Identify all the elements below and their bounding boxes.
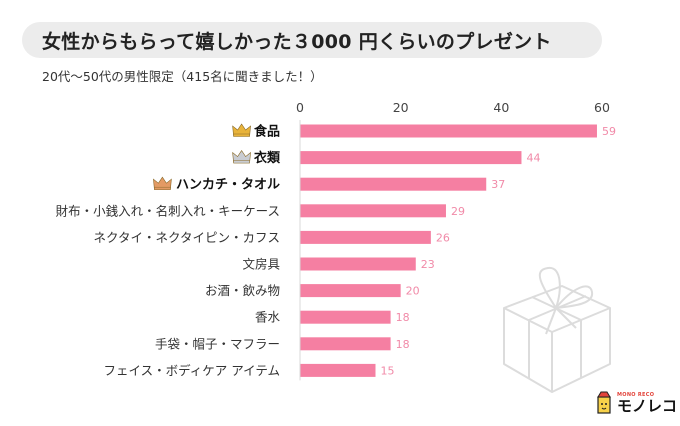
value-label: 18 [396, 338, 410, 351]
category-label: お酒・飲み物 [205, 283, 280, 298]
x-tick-label: 0 [296, 100, 304, 115]
category-label: 文房具 [242, 257, 280, 272]
category-label: ネクタイ・ネクタイピン・カフス [93, 230, 280, 245]
bar [300, 337, 391, 351]
page-title: 女性からもらって嬉しかった３000 円くらいのプレゼント [42, 30, 552, 53]
category-label: フェイス・ボディケア アイテム [104, 363, 280, 378]
value-label: 20 [406, 285, 420, 298]
category-label: 衣類 [254, 150, 281, 166]
gift-box-illustration [503, 266, 611, 393]
bar [300, 151, 522, 165]
category-label: 香水 [255, 310, 281, 325]
value-label: 15 [381, 364, 395, 377]
value-label: 37 [491, 178, 505, 191]
monoreco-logo: MONO RECO モノレコ [594, 391, 677, 415]
value-label: 18 [396, 311, 410, 324]
category-label: 財布・小銭入れ・名刺入れ・キーケース [56, 203, 280, 218]
value-label: 59 [602, 125, 616, 138]
category-label: ハンカチ・タオル [176, 178, 280, 193]
category-label: 食品 [254, 124, 280, 140]
logo-name: モノレコ [617, 397, 678, 415]
bar [300, 310, 391, 324]
bar [300, 177, 487, 191]
crown-icon [232, 123, 251, 137]
bar [300, 363, 376, 377]
x-tick-label: 40 [493, 100, 509, 115]
bar [300, 124, 597, 138]
chart-subtitle: 20代～50代の男性限定（415名に聞きました！） [42, 69, 323, 84]
title-bar: 女性からもらって嬉しかった３000 円くらいのプレゼント [22, 22, 602, 58]
x-tick-label: 60 [594, 100, 610, 115]
value-label: 44 [526, 152, 540, 165]
bar [300, 284, 401, 298]
logo-mascot-icon [597, 391, 611, 414]
crown-icon [153, 176, 172, 190]
value-label: 26 [436, 231, 450, 244]
bar [300, 257, 416, 271]
bar [300, 204, 446, 218]
x-tick-label: 20 [393, 100, 409, 115]
value-label: 29 [451, 205, 465, 218]
bar [300, 230, 431, 244]
logo-small-text: MONO RECO [617, 392, 655, 398]
crown-icon [232, 150, 251, 164]
category-label: 手袋・帽子・マフラー [155, 336, 280, 351]
value-label: 23 [421, 258, 435, 271]
